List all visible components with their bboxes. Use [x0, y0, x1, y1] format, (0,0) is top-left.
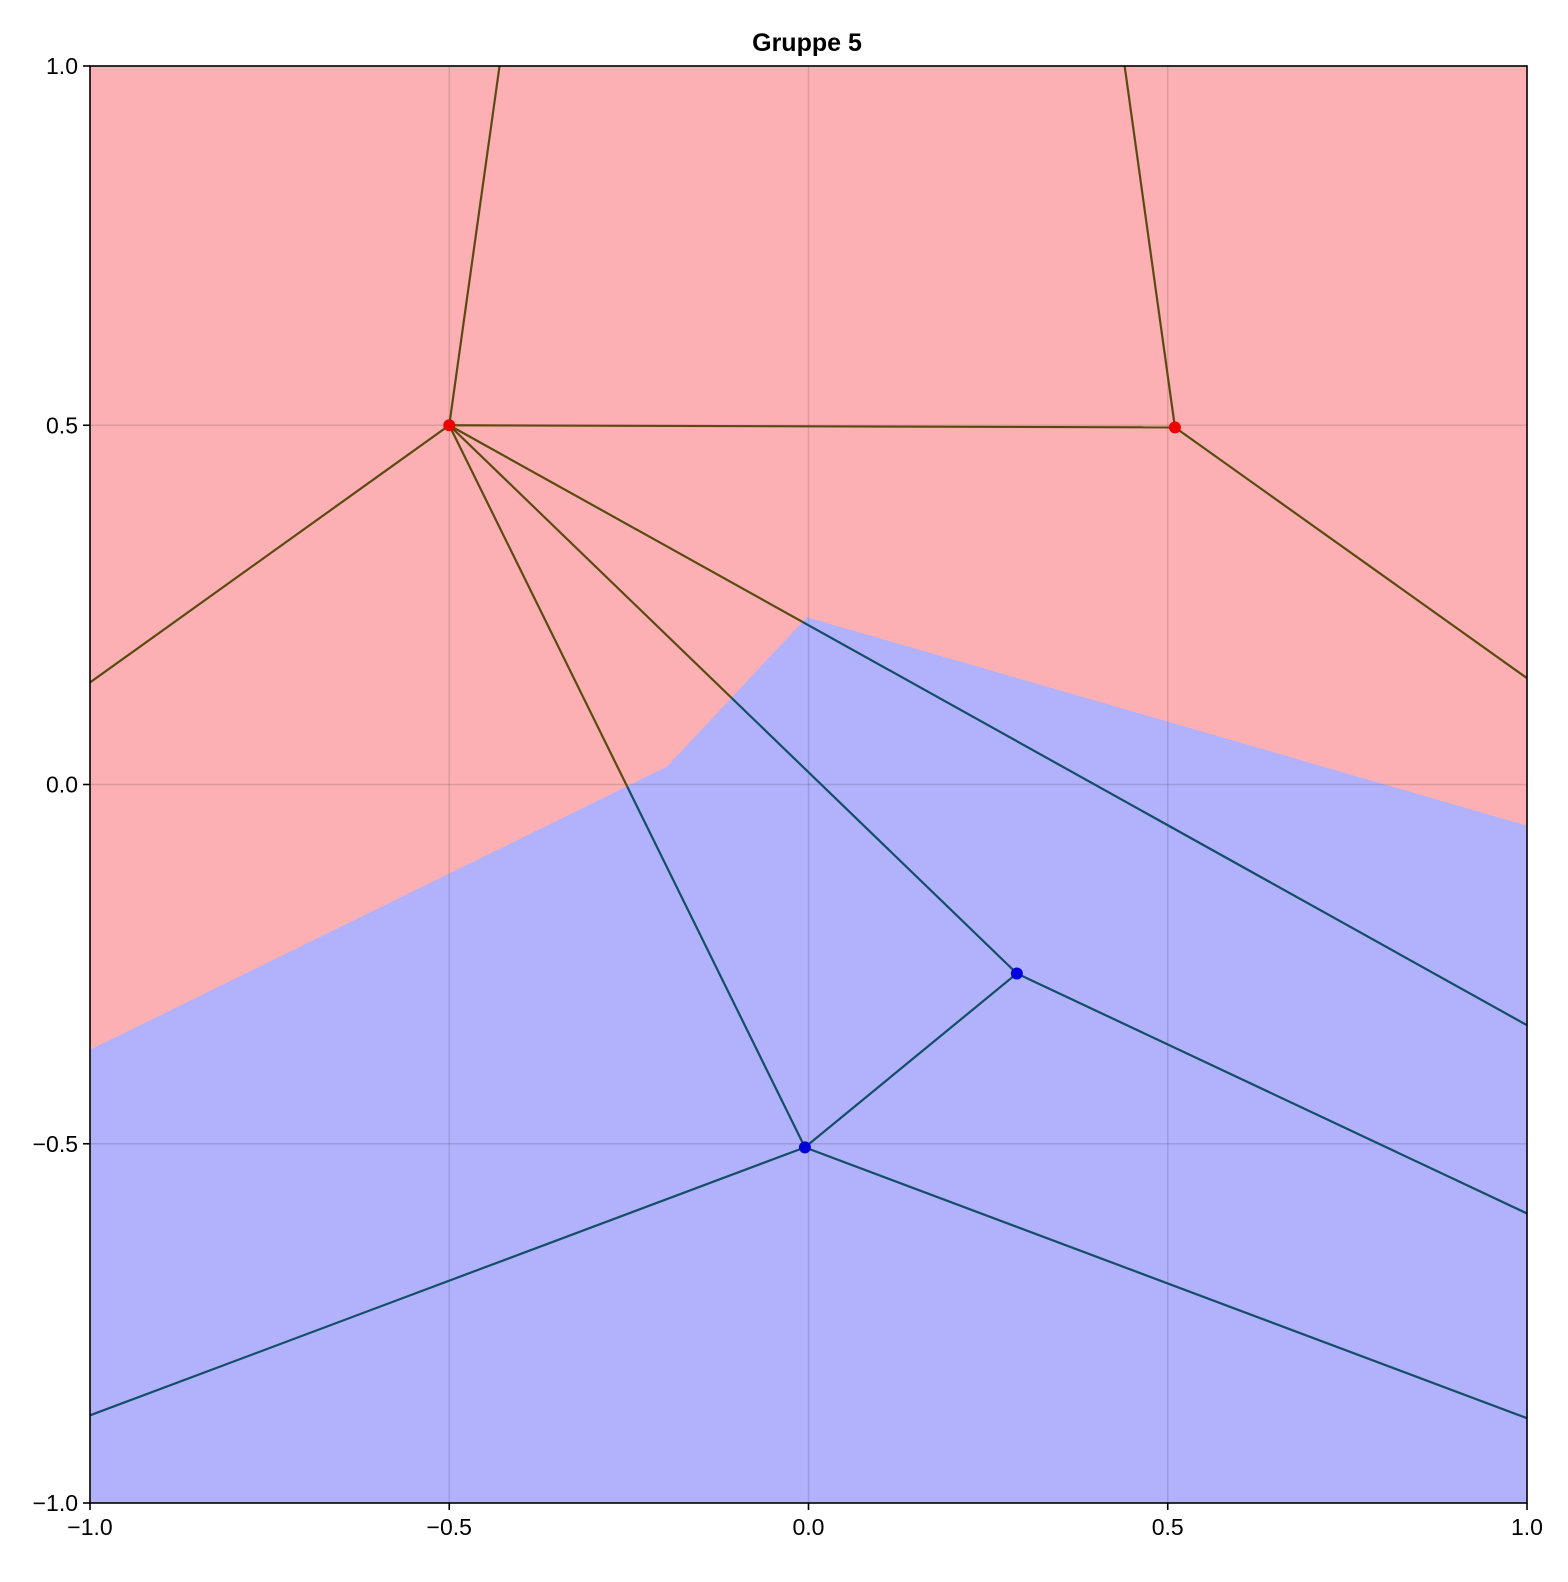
x-tick-label: 1.0 [1511, 1514, 1543, 1540]
point-red [443, 419, 456, 432]
x-tick-label: 0.5 [1152, 1514, 1184, 1540]
connection-line [804, 972, 1018, 1149]
connection-line [1174, 426, 1527, 680]
x-tick-label: −0.5 [427, 1514, 472, 1540]
connection-line [448, 66, 501, 426]
x-tick-label: 0.0 [793, 1514, 825, 1540]
connection-line [90, 424, 450, 684]
connection-line [449, 424, 1175, 429]
y-tick-label: 0.5 [46, 412, 78, 438]
point-blue [1010, 967, 1023, 980]
connection-line [90, 1146, 806, 1417]
connection-line [1016, 972, 1527, 1215]
y-tick-label: 1.0 [46, 53, 78, 79]
y-tick-label: −1.0 [33, 1490, 78, 1516]
connection-line [804, 1146, 1527, 1420]
y-tick-label: −0.5 [33, 1131, 78, 1157]
x-tick-label: −1.0 [67, 1514, 112, 1540]
point-blue [798, 1141, 811, 1154]
data-points [443, 419, 1181, 1154]
connection-lines [90, 66, 1527, 1420]
connection-line [448, 617, 1527, 1027]
y-tick-label: 0.0 [46, 772, 78, 798]
point-red [1168, 421, 1181, 434]
connection-line [448, 617, 1018, 975]
chart-title: Gruppe 5 [752, 29, 862, 57]
connection-line [1123, 66, 1177, 428]
axes: −1.0 −0.5 0.0 0.5 1.0 −1.0 −0.5 0.0 0.5 1.0 [33, 53, 1543, 1540]
